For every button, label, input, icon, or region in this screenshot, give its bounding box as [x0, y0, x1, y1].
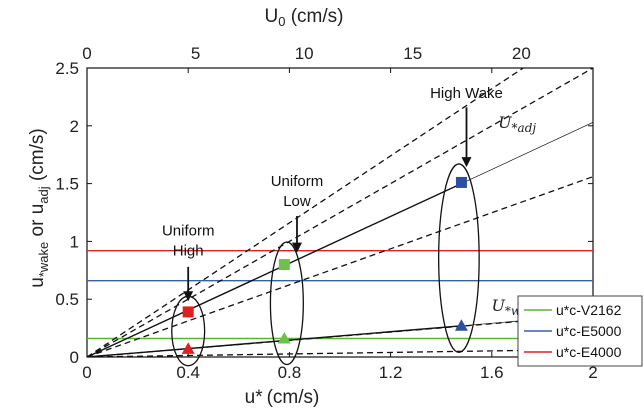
- x-axis-label: u* (cm/s): [245, 387, 320, 408]
- y-tick-label: 2: [70, 117, 79, 136]
- y-axis-label-sub2: adj: [36, 186, 51, 203]
- x-tick-label: 2: [588, 363, 597, 382]
- x-tick-label: 0.8: [278, 363, 302, 382]
- top-x-axis-label-sub: 0: [278, 14, 285, 29]
- top-x-axis-label-unit: (cm/s): [285, 6, 343, 27]
- dashed-reference-line: [87, 68, 525, 357]
- top-tick-label: 10: [295, 44, 314, 63]
- annotation-text: High Wake: [430, 85, 503, 102]
- data-points: [181, 176, 468, 354]
- legend-label-v2162: u*c-V2162: [556, 302, 622, 318]
- series-label-sub: *adj: [512, 121, 537, 135]
- y-axis-label-mid: or u: [27, 204, 48, 242]
- y-axis-label-main: u: [27, 277, 48, 288]
- series-label-main: U: [491, 296, 505, 315]
- plot-area-frame: [86, 67, 594, 358]
- extension-line: [461, 122, 593, 184]
- group-ellipse: [438, 163, 480, 354]
- tick-labels: 0 0.4 0.8 1.2 1.6 200.511.522.50 5 10 15 20: [55, 44, 597, 382]
- y-axis-label-sub1: *wake: [36, 242, 51, 277]
- legend-label-e4000: u*c-E4000: [556, 344, 622, 360]
- top-tick-label: 20: [512, 44, 531, 63]
- dashed-reference-line: [87, 68, 593, 357]
- top-tick-label: 15: [403, 44, 422, 63]
- square-marker: [455, 176, 467, 188]
- series-label-main: U: [498, 113, 512, 132]
- y-axis-label: u*wake or uadj (cm/s): [27, 128, 51, 287]
- annotation-text: High: [173, 243, 204, 260]
- group-ellipse: [269, 241, 304, 366]
- y-tick-label: 2.5: [55, 59, 79, 78]
- top-tick-label: 5: [191, 44, 200, 63]
- top-x-axis-label-main: U: [264, 6, 278, 27]
- y-tick-label: 1.5: [55, 175, 79, 194]
- series-label: U*adj: [498, 113, 536, 135]
- square-marker: [182, 306, 194, 318]
- top-x-axis-label: U0 (cm/s): [264, 6, 343, 29]
- y-tick-label: 0.5: [55, 290, 79, 309]
- legend-label-e5000: u*c-E5000: [556, 323, 622, 339]
- triangle-marker: [454, 319, 468, 331]
- top-tick-label: 0: [82, 44, 91, 63]
- square-marker: [278, 259, 290, 271]
- triangle-marker: [277, 332, 291, 344]
- x-tick-label: 0.4: [176, 363, 200, 382]
- grouping-ellipses: [171, 163, 480, 367]
- annotation-text: Uniform: [162, 223, 215, 240]
- x-axis-label-main: u*: [245, 387, 264, 408]
- x-tick-label: 1.6: [480, 363, 504, 382]
- x-tick-label: 0: [82, 363, 91, 382]
- x-tick-label: 1.2: [379, 363, 403, 382]
- annotation-text: Low: [283, 193, 311, 210]
- x-axis-label-unit: (cm/s): [267, 387, 320, 408]
- dashed-reference-line: [87, 176, 593, 357]
- fit-line: [87, 182, 462, 357]
- annotation-text: Uniform: [271, 173, 324, 190]
- y-tick-label: 1: [70, 232, 79, 251]
- y-tick-label: 0: [70, 348, 79, 367]
- dashed-reference-line: [87, 348, 593, 357]
- triangle-marker: [181, 342, 195, 354]
- y-axis-label-unit: (cm/s): [27, 128, 48, 186]
- legend: u*c-V2162 u*c-E5000 u*c-E4000: [517, 295, 643, 367]
